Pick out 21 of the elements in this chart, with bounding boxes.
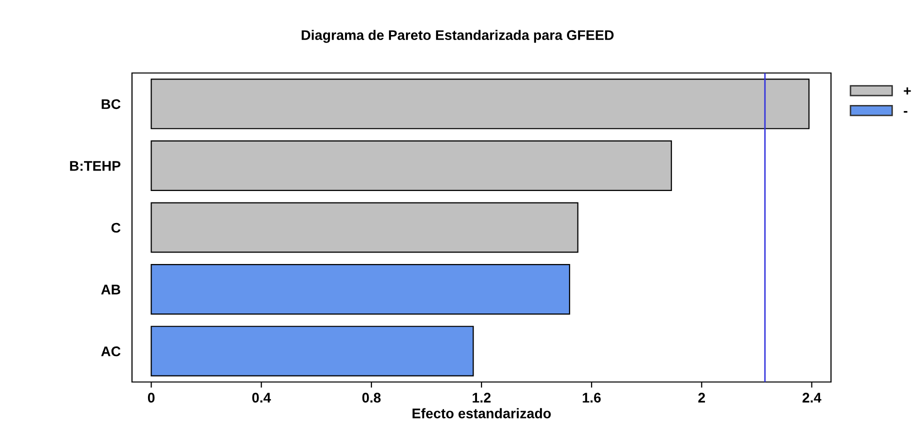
x-tick-label: 1.6: [582, 392, 601, 403]
x-tick-label: 2: [698, 392, 705, 402]
chart-title: Diagrama de Pareto Estandarizada para GFEED: [302, 30, 614, 43]
y-tick-label: AB: [101, 284, 120, 294]
bar: [150, 140, 672, 191]
legend-label: -: [904, 111, 908, 113]
x-tick-label: 1.2: [472, 392, 491, 402]
x-tick-label: 0.4: [252, 392, 271, 403]
x-tick-label: 2.4: [802, 392, 822, 402]
x-tick-label: 0: [148, 392, 155, 403]
bar: [150, 78, 810, 130]
y-tick-label: B:TEHP: [70, 161, 120, 171]
y-tick-label: AC: [101, 346, 121, 356]
x-tick-label: 0.8: [362, 392, 381, 403]
legend-label: +: [904, 87, 911, 94]
bar: [150, 264, 570, 315]
bar: [150, 202, 578, 253]
y-tick-label: C: [111, 222, 121, 233]
x-axis-title: Efecto estandarizado: [412, 408, 551, 418]
y-tick-label: BC: [102, 99, 121, 110]
bar: [150, 326, 474, 376]
